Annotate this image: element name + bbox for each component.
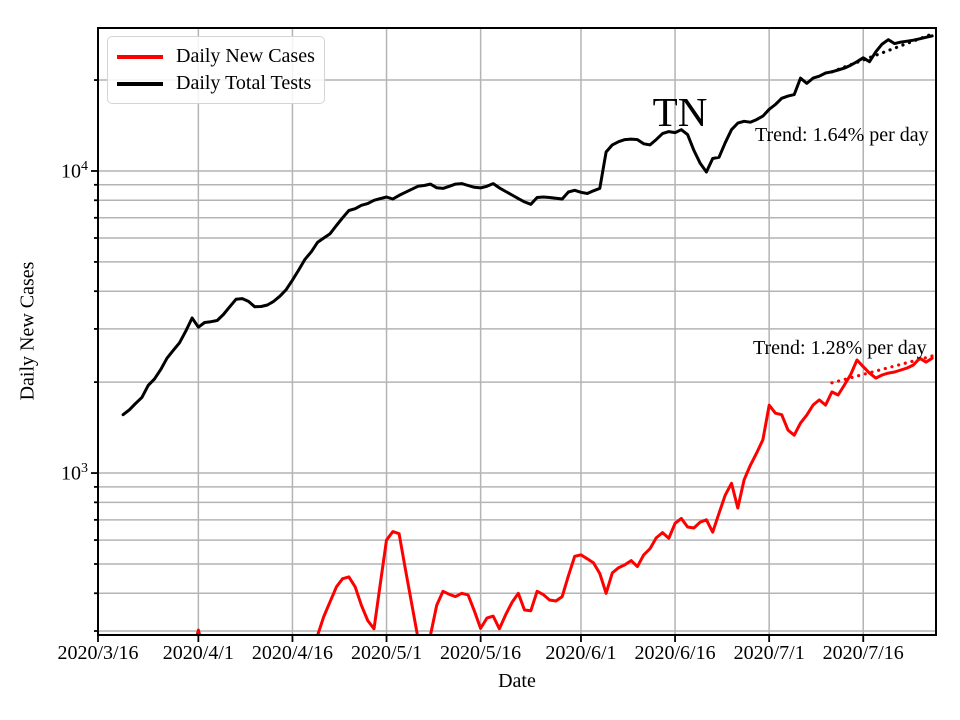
- x-tick-label: 2020/5/16: [440, 642, 522, 664]
- series-daily-new-cases: [195, 356, 934, 635]
- x-tick-label: 2020/6/1: [545, 642, 617, 664]
- x-tick-label: 2020/5/1: [350, 642, 423, 664]
- series-tests-trend: [830, 32, 934, 74]
- state-label-annotation: TN: [652, 89, 708, 135]
- cases-trend-annotation: Trend: 1.28% per day: [753, 337, 927, 359]
- legend-entry-daily-new-cases: Daily New Cases: [108, 43, 324, 70]
- legend-entry-daily-total-tests: Daily Total Tests: [108, 70, 324, 97]
- x-tick-label: 2020/7/16: [822, 642, 904, 664]
- tick-marks: [91, 79, 865, 642]
- legend-label: Daily Total Tests: [176, 72, 312, 94]
- x-tick-label: 2020/4/1: [162, 642, 234, 664]
- x-tick-label: 2020/6/16: [634, 642, 716, 664]
- y-tick-label-10e4: 104: [61, 159, 88, 183]
- tests-trend-annotation: Trend: 1.64% per day: [755, 124, 929, 146]
- legend-label: Daily New Cases: [176, 45, 315, 67]
- legend: Daily New Cases Daily Total Tests: [107, 36, 325, 104]
- y-axis-label: Daily New Cases: [16, 261, 39, 401]
- plot-border: [97, 27, 937, 636]
- x-tick-label: 2020/4/16: [251, 642, 333, 664]
- red-line-swatch-icon: [117, 54, 163, 59]
- gridlines: [97, 28, 936, 635]
- x-axis-label: Date: [498, 670, 536, 692]
- black-line-swatch-icon: [117, 81, 163, 86]
- x-tick-label: 2020/3/16: [57, 642, 139, 664]
- y-tick-label-10e3: 103: [61, 461, 88, 485]
- x-tick-labels: 2020/3/16 2020/4/1 2020/4/16 2020/5/1 2020/5…: [0, 642, 960, 668]
- series-daily-total-tests: [121, 34, 934, 417]
- x-tick-label: 2020/7/1: [733, 642, 805, 664]
